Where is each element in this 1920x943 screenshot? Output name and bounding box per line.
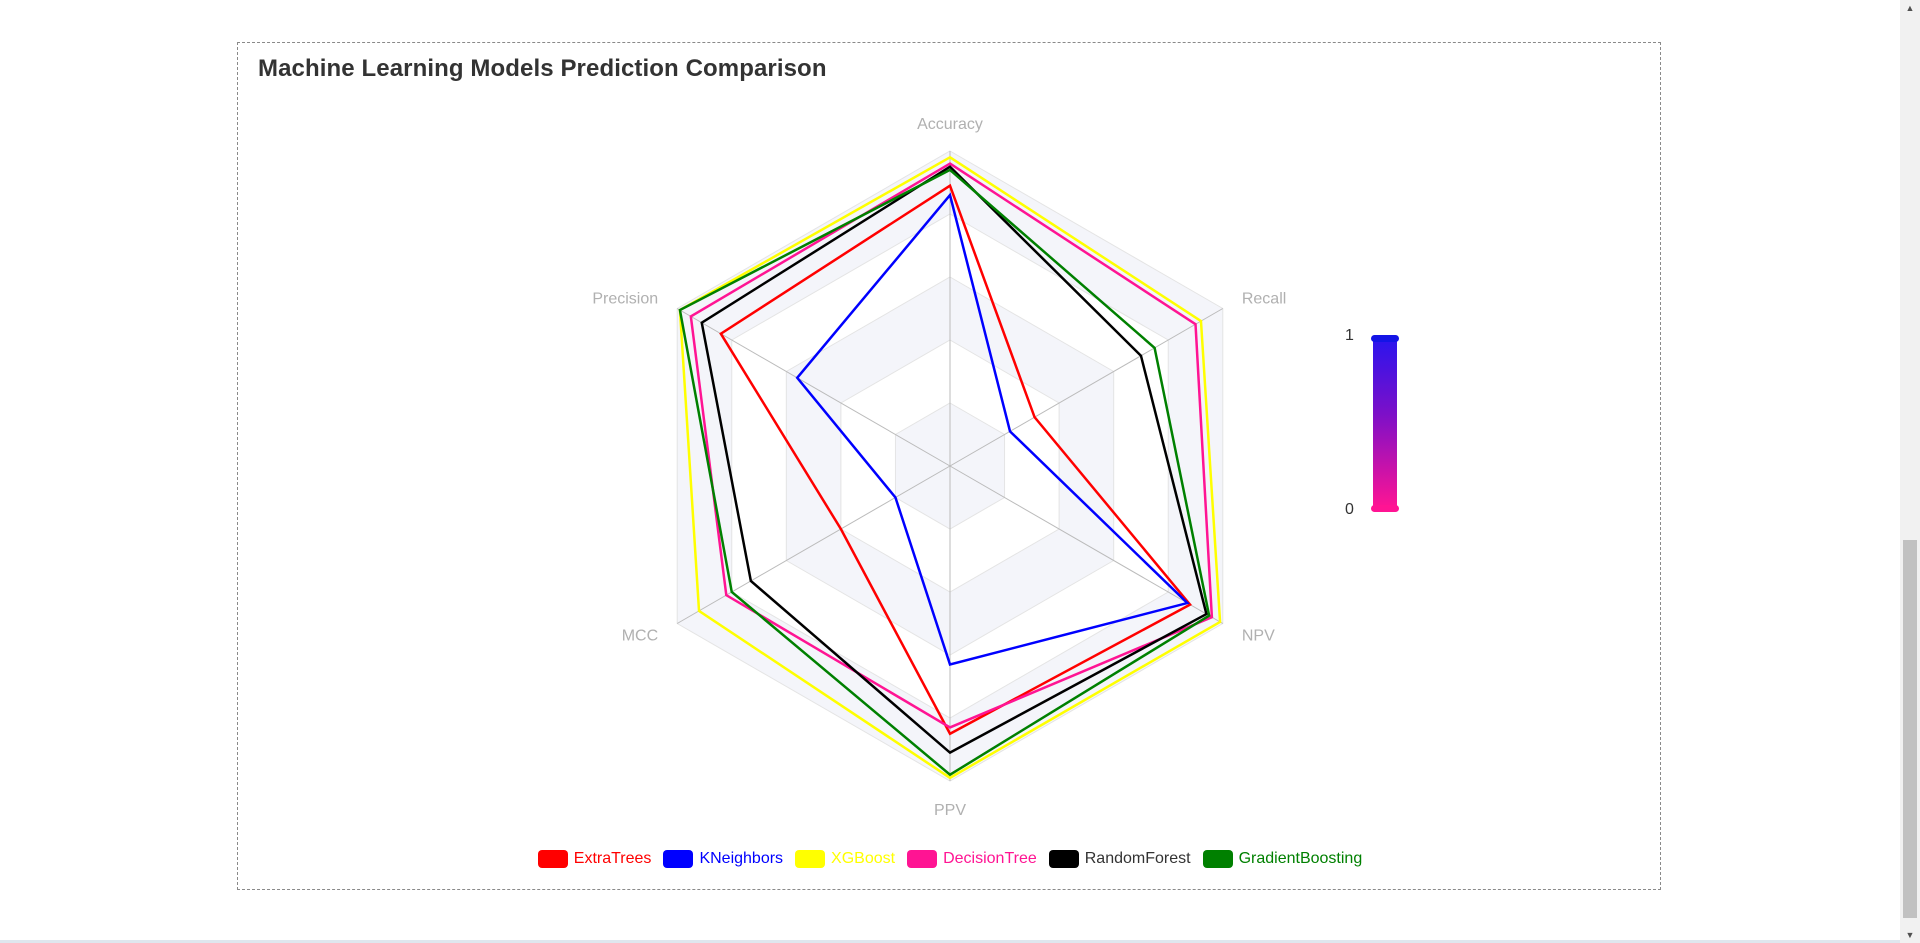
legend-item-gradientboosting[interactable]: GradientBoosting (1202, 850, 1363, 868)
visual-map-min-label: 0 (1345, 501, 1354, 518)
series-line-randomforest[interactable] (700, 165, 1208, 755)
scroll-down-arrow-icon[interactable]: ▼ (1905, 930, 1915, 940)
series-line-gradientboosting[interactable] (678, 168, 1211, 777)
legend-label: RandomForest (1084, 850, 1191, 867)
indicator-label-ppv: PPV (934, 802, 966, 819)
visual-map-max-label: 1 (1345, 327, 1354, 344)
legend-swatch (663, 850, 694, 868)
series-line-kneighbors[interactable] (795, 192, 1190, 666)
legend-item-extratrees[interactable]: ExtraTrees (537, 850, 652, 868)
series-line-extratrees[interactable] (719, 183, 1192, 736)
visual-map-min-handle[interactable] (1371, 505, 1399, 512)
series-line-decisiontree[interactable] (689, 162, 1214, 729)
legend-label: DecisionTree (943, 850, 1037, 867)
radar-chart: Accuracy Recall NPV PPV MCC Precision (592, 116, 1286, 819)
legend-item-randomforest[interactable]: RandomForest (1048, 850, 1191, 868)
indicator-label-accuracy: Accuracy (917, 116, 983, 133)
legend-swatch (907, 850, 938, 868)
indicator-label-mcc: MCC (622, 628, 658, 645)
legend: ExtraTrees KNeighbors XGBoost DecisionTree R… (238, 850, 1662, 868)
legend-label: KNeighbors (699, 850, 784, 867)
vertical-scrollbar[interactable]: ▲ ▼ (1900, 0, 1920, 943)
indicator-label-precision: Precision (592, 291, 658, 308)
legend-label: ExtraTrees (573, 850, 652, 867)
radar-axis-line (949, 308, 1224, 467)
legend-swatch (1048, 850, 1079, 868)
legend-label: GradientBoosting (1238, 850, 1363, 867)
scrollbar-thumb[interactable] (1903, 540, 1917, 918)
visual-map-gradient-bar[interactable] (1373, 338, 1397, 508)
visual-map-max-handle[interactable] (1371, 335, 1399, 342)
radar-axis-line (676, 465, 951, 624)
legend-swatch (1202, 850, 1233, 868)
legend-label: XGBoost (831, 850, 896, 867)
visual-map[interactable]: 1 0 (1345, 327, 1425, 567)
chart-title: Machine Learning Models Prediction Compa… (258, 55, 827, 82)
legend-swatch (795, 850, 826, 868)
legend-item-decisiontree[interactable]: DecisionTree (907, 850, 1037, 868)
legend-item-kneighbors[interactable]: KNeighbors (663, 850, 783, 868)
legend-swatch (537, 850, 568, 868)
chart-container: Machine Learning Models Prediction Compa… (237, 42, 1661, 890)
radar-axis-line (949, 465, 1224, 624)
scroll-up-arrow-icon[interactable]: ▲ (1905, 3, 1915, 13)
legend-item-xgboost[interactable]: XGBoost (795, 850, 895, 868)
indicator-label-recall: Recall (1242, 291, 1286, 308)
bottom-edge (0, 940, 1900, 943)
indicator-label-npv: NPV (1242, 628, 1275, 645)
